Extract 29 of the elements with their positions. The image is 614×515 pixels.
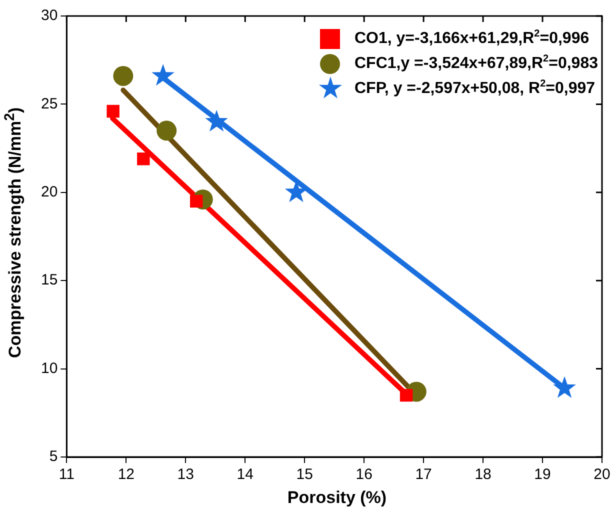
point [152, 64, 174, 86]
point [106, 104, 120, 118]
x-tick-label: 17 [415, 466, 432, 484]
legend-label: CO1, y=-3,166x+61,29,R$^{2}$=0,996 [354, 28, 590, 49]
x-tick-label: 20 [594, 466, 610, 484]
point [553, 376, 576, 398]
y-tick-label: 15 [40, 272, 58, 289]
y-tick-label: 25 [40, 95, 58, 112]
point [137, 152, 150, 166]
y-tick-label: 10 [40, 360, 58, 377]
legend-label: CFP, y =-2,597x+50,08, R$^{2}$=0,997 [354, 78, 596, 99]
point [156, 120, 177, 141]
point [113, 66, 134, 86]
x-tick-label: 15 [296, 466, 313, 484]
x-tick-label: 18 [474, 466, 492, 484]
legend-label: CFC1,y =-3,524x+67,89,R$^{2}$=0,983 [354, 52, 598, 74]
x-tick-label: 13 [177, 466, 194, 484]
y-tick-label: 5 [49, 448, 58, 466]
point [205, 110, 228, 132]
x-tick-label: 12 [118, 466, 135, 484]
x-axis-title: Porosity (%) [286, 488, 388, 508]
point [190, 194, 203, 208]
x-tick-label: 16 [356, 466, 372, 484]
x-tick-label: 11 [58, 466, 74, 484]
y-tick-label: 20 [40, 184, 58, 201]
y-tick-label: 30 [40, 7, 58, 24]
point [400, 388, 413, 402]
x-tick-label: 14 [236, 466, 254, 484]
x-tick-label: 19 [534, 466, 551, 484]
